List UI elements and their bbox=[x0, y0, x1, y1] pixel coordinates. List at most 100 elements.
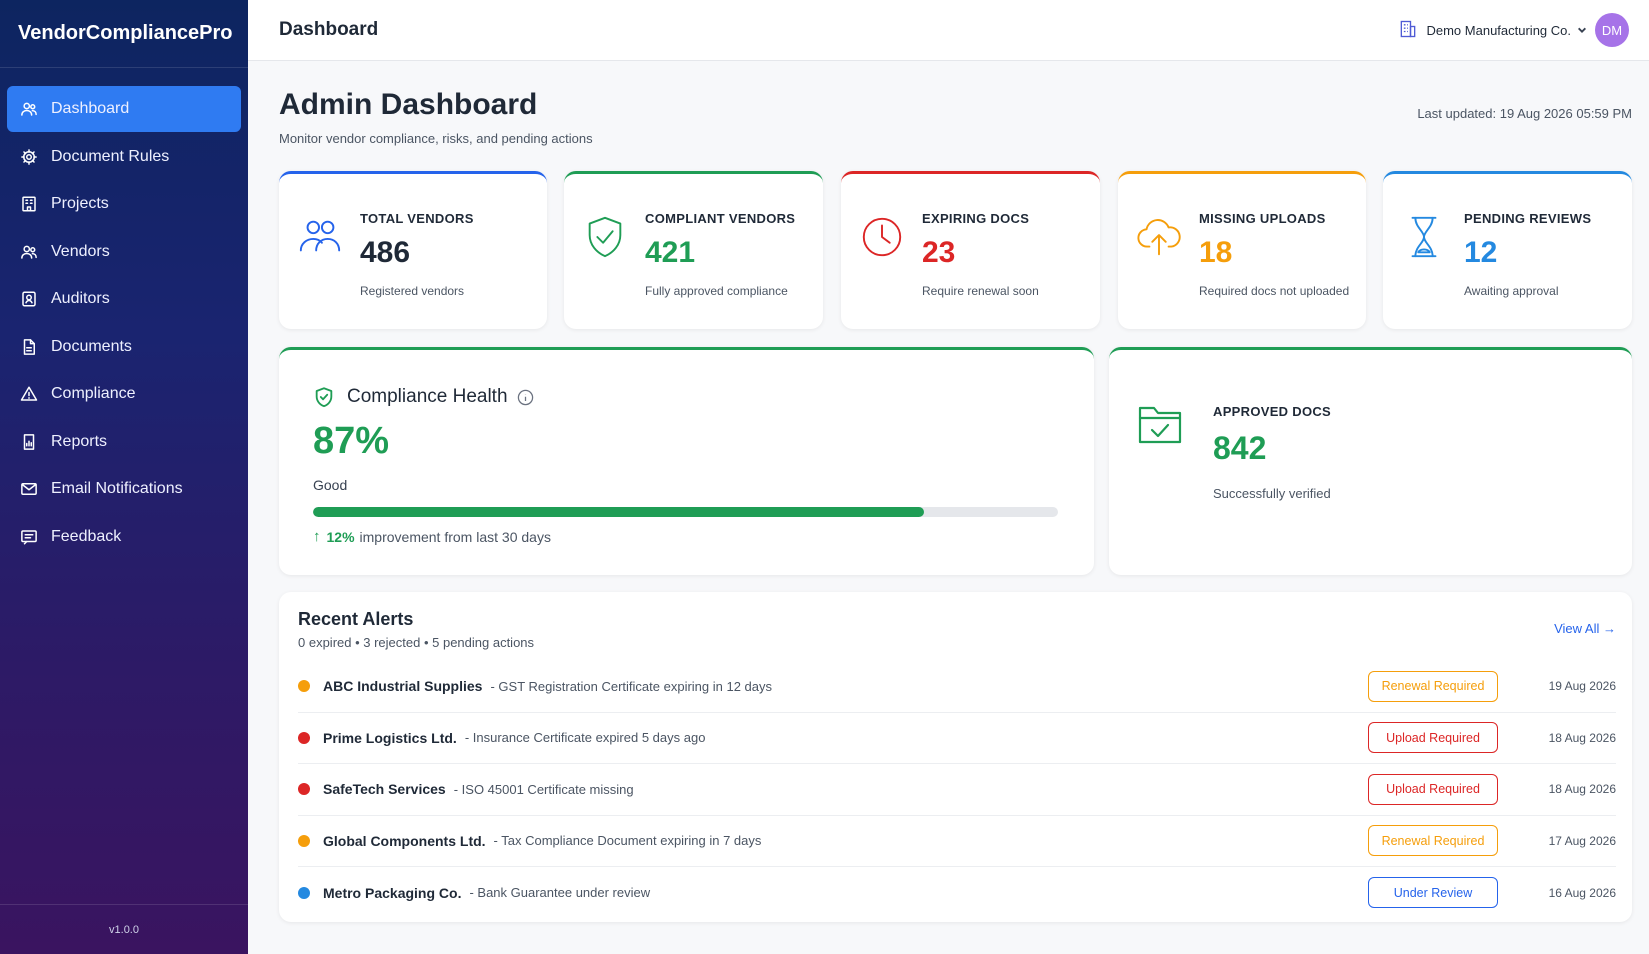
alert-detail: - GST Registration Certificate expiring … bbox=[490, 678, 773, 694]
sidebar-item-label: Document Rules bbox=[51, 147, 170, 165]
approved-docs-card[interactable]: APPROVED DOCS 842 Successfully verified bbox=[1109, 347, 1632, 575]
gear-icon bbox=[19, 147, 39, 167]
sidebar-item-dashboard[interactable]: Dashboard bbox=[7, 86, 241, 132]
alert-detail: - Tax Compliance Document expiring in 7 … bbox=[493, 833, 762, 849]
building-icon bbox=[1398, 19, 1426, 42]
alerts-summary: 0 expired • 3 rejected • 5 pending actio… bbox=[298, 635, 535, 650]
alert-date: 18 Aug 2026 bbox=[1548, 782, 1616, 797]
compliance-health-card: Compliance Health 87% Good ↑ 12% improve… bbox=[279, 347, 1094, 575]
alert-vendor: Metro Packaging Co. bbox=[323, 884, 462, 901]
alert-row[interactable]: Prime Logistics Ltd. - Insurance Certifi… bbox=[298, 713, 1616, 764]
document-icon bbox=[19, 337, 39, 357]
info-icon[interactable] bbox=[517, 389, 534, 406]
hourglass-icon bbox=[1401, 214, 1447, 260]
alert-detail: - Bank Guarantee under review bbox=[469, 885, 651, 901]
stat-cards: TOTAL VENDORS 486 Registered vendors COM… bbox=[279, 171, 1632, 329]
report-icon bbox=[19, 432, 39, 452]
sidebar-nav: Dashboard Document Rules Projects Vendor… bbox=[0, 68, 248, 560]
building-icon bbox=[19, 194, 39, 214]
alert-date: 17 Aug 2026 bbox=[1548, 833, 1616, 848]
alert-detail: - Insurance Certificate expired 5 days a… bbox=[464, 730, 706, 746]
sidebar-item-label: Documents bbox=[51, 337, 132, 355]
approved-value: 842 bbox=[1213, 430, 1267, 466]
health-improvement: ↑ 12% improvement from last 30 days bbox=[313, 528, 551, 545]
alert-date: 16 Aug 2026 bbox=[1548, 885, 1616, 900]
users-icon bbox=[297, 214, 343, 260]
alert-badge[interactable]: Renewal Required bbox=[1368, 825, 1498, 857]
status-dot bbox=[298, 783, 310, 796]
sidebar-item-vendors[interactable]: Vendors bbox=[7, 229, 241, 275]
stat-card-pending-reviews[interactable]: PENDING REVIEWS 12 Awaiting approval bbox=[1383, 171, 1632, 329]
stat-label: TOTAL VENDORS bbox=[360, 211, 474, 226]
approved-desc: Successfully verified bbox=[1213, 486, 1331, 501]
status-dot bbox=[298, 886, 310, 899]
org-switcher[interactable]: Demo Manufacturing Co. DM bbox=[1398, 13, 1629, 47]
alert-date: 19 Aug 2026 bbox=[1548, 679, 1616, 694]
alert-badge[interactable]: Upload Required bbox=[1368, 773, 1498, 805]
stat-value: 486 bbox=[360, 236, 411, 269]
stat-card-expiring-docs[interactable]: EXPIRING DOCS 23 Require renewal soon bbox=[841, 171, 1100, 329]
sidebar-item-label: Projects bbox=[51, 195, 109, 212]
stat-card-compliant-vendors[interactable]: COMPLIANT VENDORS 421 Fully approved com… bbox=[564, 171, 823, 329]
alert-row[interactable]: Metro Packaging Co. - Bank Guarantee und… bbox=[298, 867, 1616, 919]
sidebar-item-feedback[interactable]: Feedback bbox=[7, 514, 241, 560]
approved-label: APPROVED DOCS bbox=[1213, 404, 1332, 419]
shield-check-icon bbox=[582, 214, 628, 260]
alert-vendor: Prime Logistics Ltd. bbox=[323, 729, 457, 746]
shield-check-icon bbox=[315, 387, 333, 408]
view-all-link[interactable]: View All → bbox=[1554, 621, 1616, 636]
sidebar-item-auditors[interactable]: Auditors bbox=[7, 276, 241, 322]
sidebar-item-compliance[interactable]: Compliance bbox=[7, 371, 241, 417]
alerts-list: ABC Industrial Supplies - GST Registrati… bbox=[298, 661, 1616, 919]
alert-badge[interactable]: Renewal Required bbox=[1368, 670, 1498, 702]
stat-desc: Registered vendors bbox=[360, 284, 465, 298]
sidebar-item-document-rules[interactable]: Document Rules bbox=[7, 134, 241, 180]
app-version: v1.0.0 bbox=[0, 904, 248, 954]
sidebar-item-email-notifications[interactable]: Email Notifications bbox=[7, 466, 241, 512]
sidebar-item-reports[interactable]: Reports bbox=[7, 419, 241, 465]
improvement-text: improvement from last 30 days bbox=[359, 528, 551, 545]
sidebar-item-label: Reports bbox=[51, 432, 108, 450]
last-updated: Last updated: 19 Aug 2026 05:59 PM bbox=[1417, 106, 1632, 121]
status-dot bbox=[298, 680, 310, 693]
page-title: Admin Dashboard bbox=[279, 88, 538, 121]
chevron-down-icon bbox=[1571, 23, 1595, 38]
status-dot bbox=[298, 731, 310, 744]
health-title: Compliance Health bbox=[347, 386, 508, 407]
warning-icon bbox=[19, 384, 39, 404]
alert-row[interactable]: SafeTech Services - ISO 45001 Certificat… bbox=[298, 764, 1616, 816]
avatar[interactable]: DM bbox=[1595, 13, 1629, 47]
stat-card-missing-uploads[interactable]: MISSING UPLOADS 18 Required docs not upl… bbox=[1118, 171, 1366, 329]
stat-label: COMPLIANT VENDORS bbox=[645, 211, 796, 226]
stat-desc: Fully approved compliance bbox=[645, 284, 788, 298]
sidebar-item-label: Dashboard bbox=[51, 100, 130, 117]
org-name: Demo Manufacturing Co. bbox=[1426, 22, 1571, 38]
stat-desc: Require renewal soon bbox=[922, 284, 1039, 298]
status-dot bbox=[298, 834, 310, 847]
stat-card-total-vendors[interactable]: TOTAL VENDORS 486 Registered vendors bbox=[279, 171, 547, 329]
alert-vendor: SafeTech Services bbox=[323, 781, 446, 798]
top-bar: Dashboard Demo Manufacturing Co. DM bbox=[248, 0, 1649, 61]
health-progress-bar bbox=[313, 507, 1058, 517]
feedback-icon bbox=[19, 527, 39, 547]
alert-badge[interactable]: Upload Required bbox=[1368, 722, 1498, 754]
alert-row[interactable]: ABC Industrial Supplies - GST Registrati… bbox=[298, 661, 1616, 713]
health-progress-fill bbox=[313, 507, 924, 517]
alert-row[interactable]: Global Components Ltd. - Tax Compliance … bbox=[298, 816, 1616, 867]
health-percent: 87% bbox=[313, 420, 390, 462]
page-subtitle: Monitor vendor compliance, risks, and pe… bbox=[279, 131, 593, 146]
stat-label: MISSING UPLOADS bbox=[1199, 211, 1326, 226]
sidebar-item-projects[interactable]: Projects bbox=[7, 181, 241, 227]
alerts-title: Recent Alerts bbox=[298, 609, 414, 629]
alert-badge[interactable]: Under Review bbox=[1368, 877, 1498, 909]
stat-value: 12 bbox=[1464, 236, 1498, 269]
sidebar-item-label: Email Notifications bbox=[51, 480, 183, 497]
stat-value: 421 bbox=[645, 236, 696, 269]
cloud-upload-icon bbox=[1136, 214, 1182, 260]
health-header: Compliance Health bbox=[313, 386, 534, 408]
mail-icon bbox=[19, 479, 39, 499]
sidebar-item-documents[interactable]: Documents bbox=[7, 324, 241, 370]
sidebar: VendorCompliancePro Dashboard Document R… bbox=[0, 0, 248, 954]
sidebar-item-label: Compliance bbox=[51, 385, 136, 402]
folder-check-icon bbox=[1136, 400, 1184, 448]
